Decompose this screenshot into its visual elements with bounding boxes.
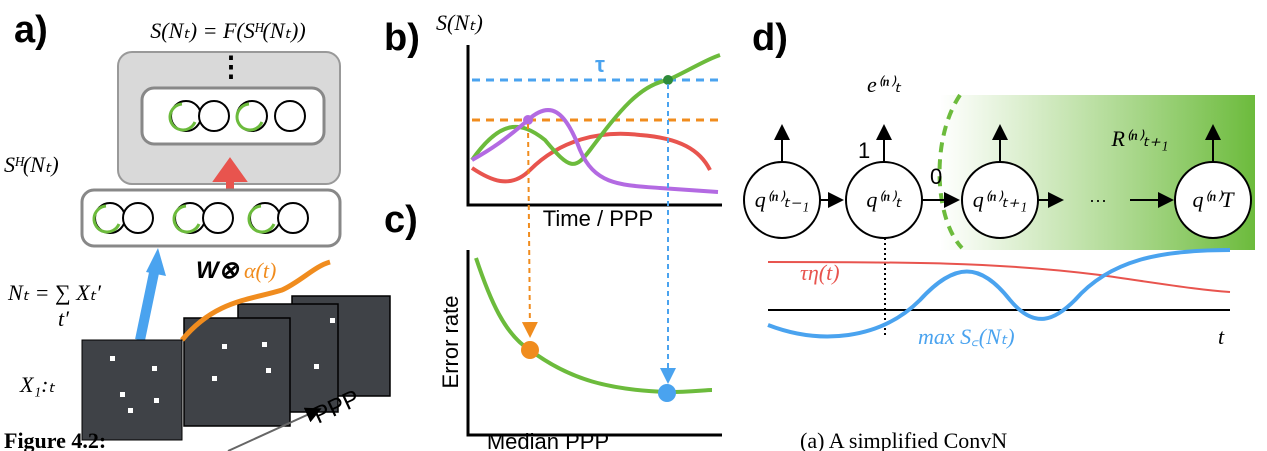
ellipsis: ··· — [1089, 190, 1107, 210]
hidden-label: Sᴴ(Nₜ) — [4, 152, 59, 177]
frames — [183, 295, 391, 427]
boundary — [937, 93, 964, 250]
panel-label: c) — [384, 199, 418, 241]
axes — [466, 250, 722, 437]
projection — [521, 123, 538, 338]
panel-c: c) Error rate Median PPP — [384, 84, 722, 451]
emissions — [774, 124, 1221, 162]
curve-label: max S꜀(Nₜ) — [918, 324, 1015, 349]
panel-label: d) — [752, 17, 788, 59]
threshold-label: τ — [595, 52, 605, 77]
curve — [470, 131, 712, 184]
node-label: q⁽ⁿ⁾ₜ₊₁ — [973, 187, 1027, 212]
axis-label: S(Nₜ) — [436, 10, 483, 35]
node-label: q⁽ⁿ⁾T — [1193, 187, 1236, 212]
axis-label: Error rate — [438, 296, 463, 389]
caption-label: Figure 4.2: — [4, 428, 106, 451]
point — [521, 341, 539, 359]
dots: ⋮ — [217, 51, 245, 82]
edge-label: 1 — [858, 138, 870, 163]
formula-index: t′ — [58, 306, 70, 331]
neurons — [94, 202, 309, 234]
frame — [81, 339, 183, 441]
crossing — [523, 115, 533, 125]
emission-label: e⁽ⁿ⁾ₜ — [867, 72, 902, 97]
arrow — [135, 266, 160, 342]
curve — [471, 108, 719, 194]
panel-d: d) q⁽ⁿ⁾ₜ₋₁ q⁽ⁿ⁾ₜ q⁽ⁿ⁾ₜ₊₁ q⁽ⁿ⁾T e⁽ⁿ⁾ₜ 1 0… — [743, 17, 1255, 349]
axis-label: Time / PPP — [543, 206, 653, 231]
caption-text: (a) A simplified ConvN — [800, 428, 1007, 451]
reward-label: R⁽ⁿ⁾ₜ₊₁ — [1111, 126, 1169, 151]
pixels — [110, 318, 335, 413]
panel-b: b) S(Nₜ) τ Time / PPP — [384, 10, 722, 231]
formula: Nₜ = ∑ Xₜ′ — [7, 280, 102, 305]
point — [658, 384, 676, 402]
input-label: X₁:ₜ — [19, 372, 55, 397]
axis-label: t — [1218, 324, 1225, 349]
panel-a: a) S(Nₜ) = F(Sᴴ(Nₜ)) ⋮ Sᴴ(Nₜ) Nₜ = ∑ Xₜ′… — [4, 9, 391, 451]
crossing — [663, 75, 673, 85]
nodes — [743, 161, 1252, 239]
curve — [474, 257, 713, 395]
arrow-head — [146, 248, 166, 276]
panel-label: a) — [14, 9, 48, 51]
score-curve — [767, 248, 1231, 339]
weight: W⊗ — [196, 257, 240, 284]
alpha-curve — [180, 259, 331, 342]
panel-label: b) — [384, 17, 420, 59]
axis-label: Median PPP — [487, 429, 609, 451]
node-label: q⁽ⁿ⁾ₜ — [866, 187, 902, 212]
alpha: α(t) — [244, 258, 276, 283]
node-label: q⁽ⁿ⁾ₜ₋₁ — [755, 187, 809, 212]
recurrence — [168, 102, 264, 132]
threshold-curve — [767, 261, 1231, 293]
formula: S(Nₜ) = F(Sᴴ(Nₜ)) — [150, 18, 305, 43]
ppp-arrow — [227, 407, 322, 451]
curve-label: τη(t) — [800, 260, 840, 285]
recurrence — [92, 204, 276, 234]
edge-label: 0 — [930, 164, 942, 189]
axes — [466, 45, 722, 207]
